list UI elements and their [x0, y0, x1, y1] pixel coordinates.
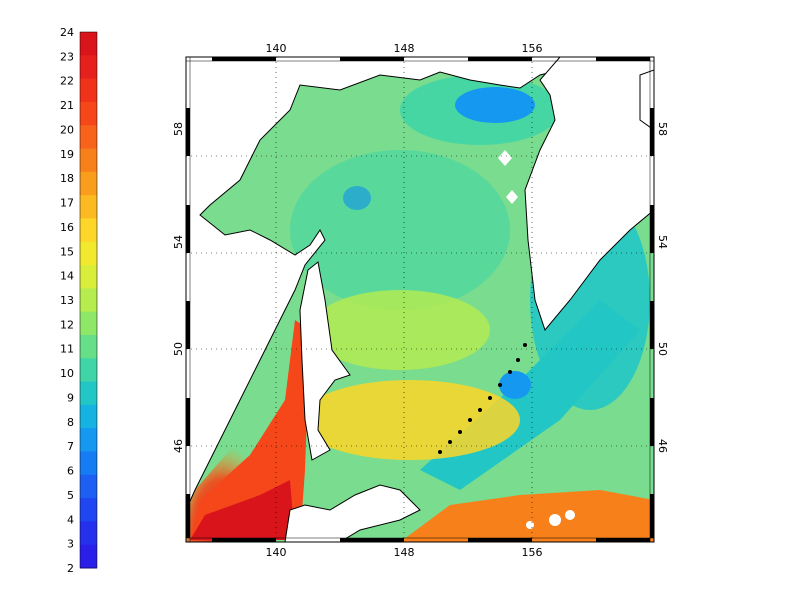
cold-core-north — [455, 87, 535, 123]
bottom-lon-label: 140 — [266, 546, 287, 559]
colorbar-swatch — [80, 148, 97, 173]
colorbar-swatch — [80, 55, 97, 80]
colorbar-label: 3 — [67, 538, 74, 551]
colorbar-label: 18 — [60, 172, 74, 185]
colorbar-label: 21 — [60, 99, 74, 112]
colorbar-swatch — [80, 381, 97, 406]
colorbar-label: 12 — [60, 318, 74, 331]
colorbar-label: 17 — [60, 197, 74, 210]
right-lat-label: 58 — [656, 122, 669, 136]
colorbar-swatch — [80, 195, 97, 219]
colorbar-swatch — [80, 78, 97, 103]
warm-south — [300, 380, 520, 460]
missing-data-patches — [498, 95, 578, 529]
colorbar-swatch — [80, 521, 97, 546]
colorbar-label: 23 — [60, 50, 74, 63]
right-lat-label: 46 — [656, 439, 669, 453]
land-asia-mainland — [186, 57, 601, 511]
right-lat-label: 50 — [656, 342, 669, 356]
colorbar-swatch — [80, 358, 97, 383]
colorbar-swatch — [80, 241, 97, 266]
right-lat-labels: 58 54 50 46 — [656, 122, 669, 453]
colorbar-label: 5 — [67, 489, 74, 502]
colorbar-label: 16 — [60, 221, 74, 234]
warm-japan-sea-hot — [190, 480, 295, 540]
left-lat-label: 50 — [172, 342, 185, 356]
cold-kuril-core — [499, 371, 531, 399]
colorbar-swatch — [80, 311, 97, 336]
right-lat-label: 54 — [656, 235, 669, 249]
colorbar-swatch — [80, 288, 97, 313]
colorbar-swatch — [80, 125, 97, 150]
land-sakhalin — [299, 261, 351, 461]
colorbar-swatch — [80, 334, 97, 359]
colorbar-label: 6 — [67, 465, 74, 478]
top-lon-labels: 140 148 156 — [266, 42, 543, 55]
colorbar-label: 13 — [60, 294, 74, 307]
colorbar-swatch — [80, 498, 97, 522]
colorbar: 24 23 22 21 20 19 18 17 16 15 14 13 12 11 10 9 8 7 6 5 4 3 2 — [60, 26, 98, 575]
warm-pacific-core — [400, 490, 654, 542]
top-lon-label: 140 — [266, 42, 287, 55]
colorbar-label: 14 — [60, 270, 74, 283]
grid — [186, 57, 654, 542]
colorbar-label: 24 — [60, 26, 74, 39]
colorbar-label: 10 — [60, 367, 74, 380]
colorbar-swatch — [80, 428, 97, 452]
kuril-islands — [438, 343, 527, 454]
colorbar-label: 22 — [60, 75, 74, 88]
bottom-lon-label: 156 — [522, 546, 543, 559]
colorbar-swatch — [80, 474, 97, 499]
colorbar-label: 7 — [67, 440, 74, 453]
colorbar-label: 15 — [60, 245, 74, 258]
colorbar-label: 8 — [67, 416, 74, 429]
warm-mid-basin — [310, 290, 490, 370]
cool-band-center — [290, 150, 510, 310]
left-lat-label: 54 — [172, 235, 185, 249]
left-lat-label: 46 — [172, 439, 185, 453]
colorbar-label: 19 — [60, 148, 74, 161]
colorbar-frame — [79, 31, 98, 569]
map-area — [186, 57, 654, 542]
top-lon-label: 148 — [394, 42, 415, 55]
land-hokkaido — [284, 484, 421, 542]
colorbar-swatch — [80, 101, 97, 126]
colorbar-swatch — [80, 171, 97, 196]
colorbar-swatch — [80, 265, 97, 289]
colorbar-label: 20 — [60, 123, 74, 136]
colorbar-swatch — [80, 218, 97, 243]
map-frame — [185, 56, 655, 543]
colorbar-label: 4 — [67, 513, 74, 526]
colorbar-swatch — [80, 544, 97, 569]
left-lat-labels: 58 54 50 46 — [172, 122, 185, 453]
bottom-lon-label: 148 — [394, 546, 415, 559]
colorbar-swatch — [80, 451, 97, 476]
top-lon-label: 156 — [522, 42, 543, 55]
colorbar-swatch — [80, 404, 97, 429]
colorbar-swatch — [80, 32, 97, 56]
bottom-lon-labels: 140 148 156 — [266, 546, 543, 559]
colorbar-label: 9 — [67, 391, 74, 404]
left-lat-label: 58 — [172, 122, 185, 136]
colorbar-label: 2 — [67, 562, 74, 575]
colorbar-label: 11 — [60, 343, 74, 356]
land-kamchatka — [524, 57, 654, 332]
